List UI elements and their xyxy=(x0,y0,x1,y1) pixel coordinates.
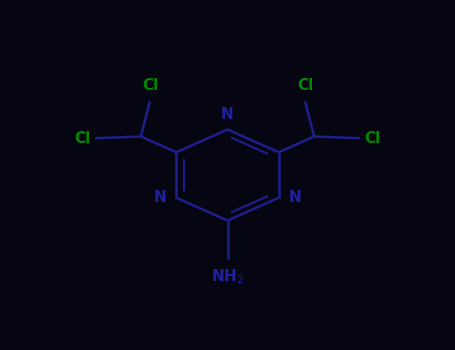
Text: N: N xyxy=(221,107,234,122)
Text: N: N xyxy=(153,190,166,205)
Text: Cl: Cl xyxy=(297,78,313,93)
Text: N: N xyxy=(289,190,302,205)
Text: NH$_2$: NH$_2$ xyxy=(211,268,244,286)
Text: Cl: Cl xyxy=(142,78,158,93)
Text: Cl: Cl xyxy=(75,131,91,146)
Text: Cl: Cl xyxy=(364,131,380,146)
